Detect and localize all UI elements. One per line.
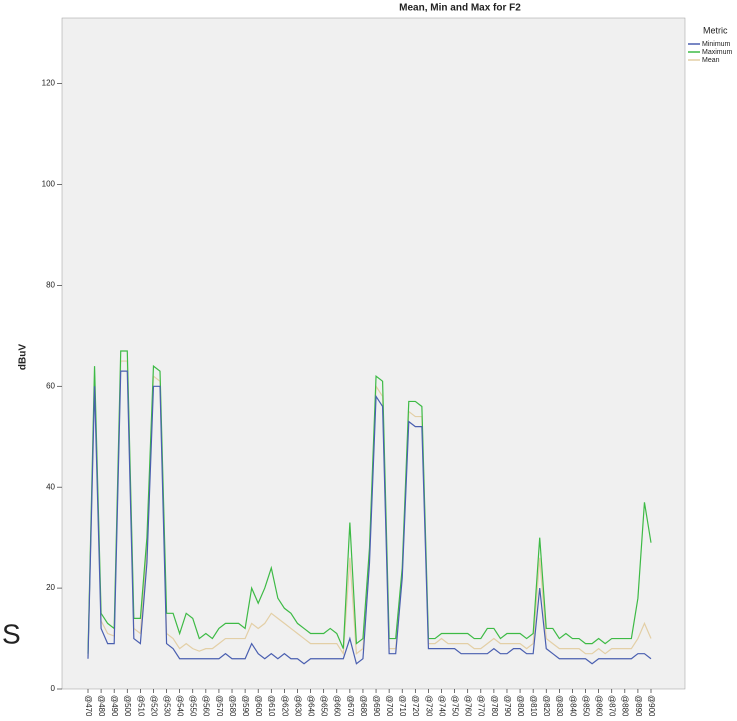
x-tick-label: @640 — [306, 695, 315, 716]
y-tick-label: 0 — [51, 684, 56, 693]
x-tick-label: @720 — [411, 695, 420, 716]
x-tick-label: @840 — [568, 695, 577, 716]
y-axis-label: dBuV — [18, 344, 29, 370]
x-tick-label: @480 — [97, 695, 106, 716]
x-tick-label: @540 — [176, 695, 185, 716]
x-tick-label: @670 — [346, 695, 355, 716]
x-tick-label: @690 — [372, 695, 381, 716]
x-tick-label: @770 — [477, 695, 486, 716]
x-tick-label: @900 — [647, 695, 656, 716]
annotation: S — [2, 618, 21, 649]
legend-label: Minimum — [702, 41, 731, 48]
x-tick-label: @890 — [634, 695, 643, 716]
x-tick-label: @750 — [450, 695, 459, 716]
y-tick-label: 60 — [46, 381, 55, 390]
x-tick-label: @530 — [162, 695, 171, 716]
x-tick-label: @470 — [84, 695, 93, 716]
x-tick-label: @610 — [267, 695, 276, 716]
x-tick-label: @580 — [228, 695, 237, 716]
y-tick-label: 20 — [46, 583, 55, 592]
x-tick-label: @780 — [490, 695, 499, 716]
x-tick-label: @680 — [359, 695, 368, 716]
x-tick-label: @490 — [110, 695, 119, 716]
x-tick-label: @740 — [437, 695, 446, 716]
x-tick-label: @660 — [333, 695, 342, 716]
x-tick-label: @650 — [320, 695, 329, 716]
plot-area — [61, 17, 686, 690]
x-tick-label: @700 — [385, 695, 394, 716]
x-tick-label: @850 — [581, 695, 590, 716]
x-tick-label: @620 — [280, 695, 289, 716]
x-tick-label: @820 — [542, 695, 551, 716]
x-tick-label: @590 — [241, 695, 250, 716]
y-tick-label: 100 — [42, 180, 56, 189]
x-tick-label: @510 — [136, 695, 145, 716]
x-tick-label: @880 — [621, 695, 630, 716]
legend-label: Mean — [702, 57, 720, 64]
x-tick-label: @860 — [595, 695, 604, 716]
x-tick-label: @760 — [464, 695, 473, 716]
legend-label: Maximum — [702, 49, 733, 56]
x-tick-label: @790 — [503, 695, 512, 716]
x-tick-label: @600 — [254, 695, 263, 716]
x-tick-label: @630 — [293, 695, 302, 716]
x-tick-label: @520 — [149, 695, 158, 716]
x-tick-label: @550 — [189, 695, 198, 716]
x-tick-label: @500 — [123, 695, 132, 716]
series-line — [87, 370, 652, 665]
x-tick-label: @730 — [424, 695, 433, 716]
x-tick-label: @710 — [398, 695, 407, 716]
x-tick-label: @870 — [608, 695, 617, 716]
x-tick-label: @560 — [202, 695, 211, 716]
x-tick-label: @810 — [529, 695, 538, 716]
y-tick-label: 120 — [42, 79, 56, 88]
x-tick-label: @570 — [215, 695, 224, 716]
y-tick-label: 80 — [46, 281, 55, 290]
y-tick-label: 40 — [46, 482, 55, 491]
chart-title: Mean, Min and Max for F2 — [399, 3, 521, 14]
x-tick-label: @830 — [555, 695, 564, 716]
legend-title: Metric — [703, 25, 728, 35]
x-tick-label: @800 — [516, 695, 525, 716]
